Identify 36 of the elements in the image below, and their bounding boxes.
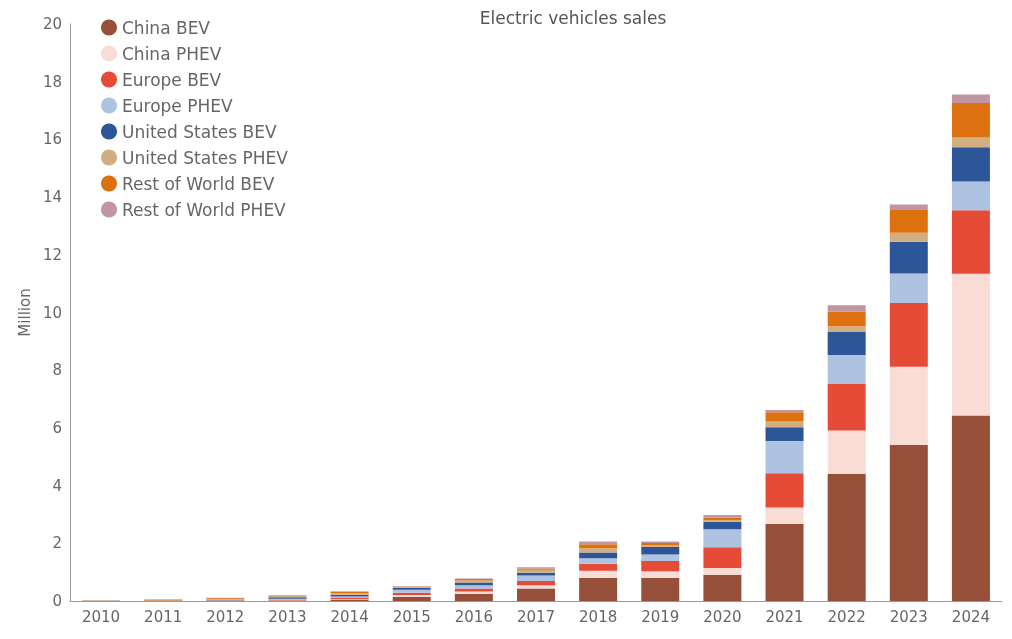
legend-label: Europe PHEV xyxy=(122,95,233,116)
x-tick-label: 2022 xyxy=(827,607,866,626)
legend-label: China BEV xyxy=(122,17,211,38)
x-tick-label: 2013 xyxy=(268,607,307,626)
x-tick-label: 2019 xyxy=(641,607,680,626)
legend-label: United States PHEV xyxy=(122,147,289,168)
x-tick-label: 2017 xyxy=(516,607,556,626)
x-tick-label: 2023 xyxy=(889,607,928,626)
legend-label: China PHEV xyxy=(122,43,222,64)
x-tick-label: 2020 xyxy=(703,607,742,626)
y-tick-label: 18 xyxy=(42,72,62,91)
x-tick-label: 2024 xyxy=(951,607,991,626)
legend-label: Rest of World PHEV xyxy=(122,199,287,220)
x-tick-label: 2014 xyxy=(330,607,369,626)
y-tick-label: 2 xyxy=(52,534,62,553)
y-tick-label: 12 xyxy=(42,245,62,264)
y-tick-label: 10 xyxy=(42,303,62,322)
x-tick-label: 2016 xyxy=(454,607,493,626)
x-tick-label: 2010 xyxy=(81,607,121,626)
legend-label: Europe BEV xyxy=(122,69,222,90)
y-tick-label: 14 xyxy=(42,188,62,207)
x-tick-label: 2012 xyxy=(206,607,245,626)
y-tick-label: 0 xyxy=(52,592,62,610)
legend-label: Rest of World BEV xyxy=(122,173,275,194)
y-tick-label: 4 xyxy=(52,476,62,495)
x-tick-label: 2011 xyxy=(144,607,183,626)
y-axis-title: Million xyxy=(15,288,34,337)
x-tick-label: 2021 xyxy=(765,607,804,626)
y-tick-label: 8 xyxy=(52,361,62,380)
y-tick-label: 20 xyxy=(42,15,62,33)
chart-title: Electric vehicles sales xyxy=(479,7,667,28)
y-tick-label: 6 xyxy=(52,418,62,437)
legend-label: United States BEV xyxy=(122,121,277,142)
x-tick-label: 2015 xyxy=(392,607,431,626)
y-tick-label: 16 xyxy=(42,130,62,149)
x-tick-label: 2018 xyxy=(579,607,618,626)
